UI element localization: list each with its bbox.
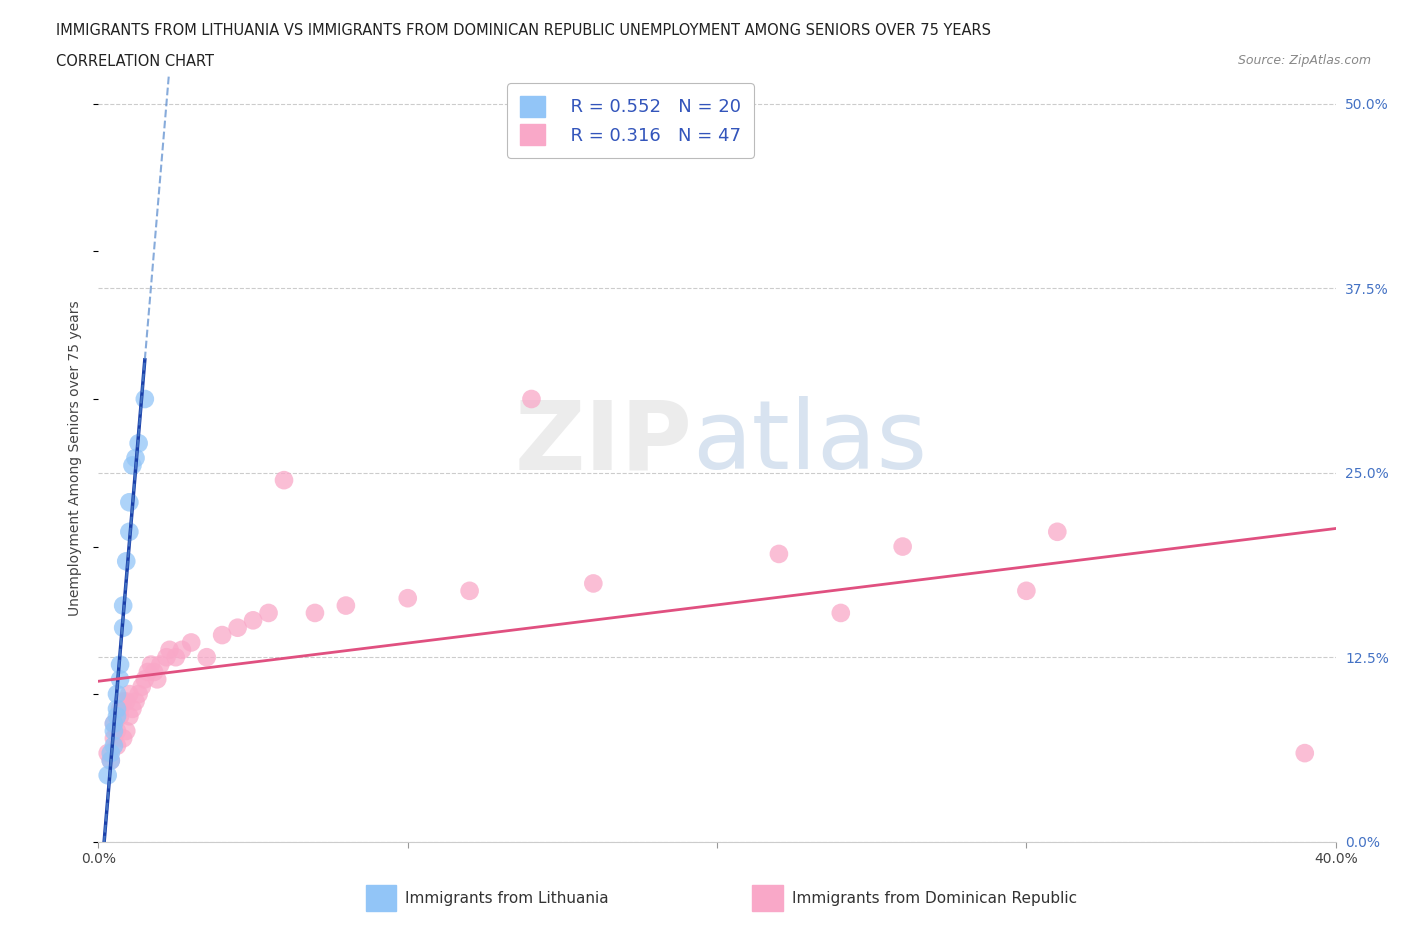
Text: ZIP: ZIP: [515, 396, 692, 489]
Text: atlas: atlas: [692, 396, 928, 489]
Point: [136, 665, 159, 680]
Point: [170, 643, 193, 658]
Point: [112, 620, 135, 635]
Point: [97, 768, 120, 783]
Point: [103, 738, 125, 753]
Point: [103, 716, 125, 731]
Point: [134, 392, 156, 406]
Text: Immigrants from Lithuania: Immigrants from Lithuania: [405, 891, 609, 906]
Point: [121, 701, 143, 716]
Point: [273, 472, 295, 487]
Point: [226, 620, 249, 635]
Point: [97, 746, 120, 761]
Point: [139, 658, 162, 672]
Point: [128, 686, 150, 701]
Point: [143, 665, 166, 680]
Point: [134, 671, 156, 686]
Point: [155, 650, 177, 665]
Point: [118, 525, 141, 539]
Point: [242, 613, 264, 628]
Point: [118, 709, 141, 724]
Text: Source: ZipAtlas.com: Source: ZipAtlas.com: [1237, 54, 1371, 67]
Point: [112, 598, 135, 613]
Point: [103, 724, 125, 738]
Point: [112, 731, 135, 746]
Point: [115, 694, 138, 709]
Point: [118, 686, 141, 701]
Point: [105, 701, 128, 716]
Text: IMMIGRANTS FROM LITHUANIA VS IMMIGRANTS FROM DOMINICAN REPUBLIC UNEMPLOYMENT AMO: IMMIGRANTS FROM LITHUANIA VS IMMIGRANTS …: [56, 23, 991, 38]
Point: [195, 650, 218, 665]
Bar: [752, 885, 783, 911]
Point: [304, 605, 326, 620]
Point: [124, 451, 146, 466]
Bar: [366, 885, 396, 911]
Point: [108, 671, 131, 686]
Point: [458, 583, 481, 598]
Point: [121, 458, 143, 472]
Point: [108, 658, 131, 672]
Point: [891, 539, 914, 554]
Point: [118, 495, 141, 510]
Point: [115, 724, 138, 738]
Point: [112, 694, 135, 709]
Point: [520, 392, 543, 406]
Point: [257, 605, 280, 620]
Y-axis label: Unemployment Among Seniors over 75 years: Unemployment Among Seniors over 75 years: [69, 300, 83, 616]
Point: [103, 731, 125, 746]
Point: [165, 650, 187, 665]
Point: [131, 679, 153, 694]
Point: [105, 738, 128, 753]
Point: [103, 716, 125, 731]
Point: [159, 643, 181, 658]
Point: [108, 709, 131, 724]
Point: [105, 724, 128, 738]
Point: [146, 671, 169, 686]
Point: [335, 598, 357, 613]
Point: [100, 753, 122, 768]
Point: [128, 436, 150, 451]
Point: [180, 635, 202, 650]
Point: [105, 709, 128, 724]
Text: Immigrants from Dominican Republic: Immigrants from Dominican Republic: [792, 891, 1077, 906]
Point: [149, 658, 172, 672]
Point: [582, 576, 605, 591]
Point: [1046, 525, 1069, 539]
Point: [115, 554, 138, 569]
Point: [211, 628, 233, 643]
Point: [830, 605, 852, 620]
Point: [1294, 746, 1316, 761]
Point: [396, 591, 419, 605]
Legend:   R = 0.552   N = 20,   R = 0.316   N = 47: R = 0.552 N = 20, R = 0.316 N = 47: [508, 84, 754, 158]
Point: [100, 746, 122, 761]
Point: [124, 694, 146, 709]
Point: [108, 701, 131, 716]
Point: [100, 753, 122, 768]
Text: CORRELATION CHART: CORRELATION CHART: [56, 54, 214, 69]
Point: [1015, 583, 1038, 598]
Point: [768, 547, 790, 562]
Point: [105, 686, 128, 701]
